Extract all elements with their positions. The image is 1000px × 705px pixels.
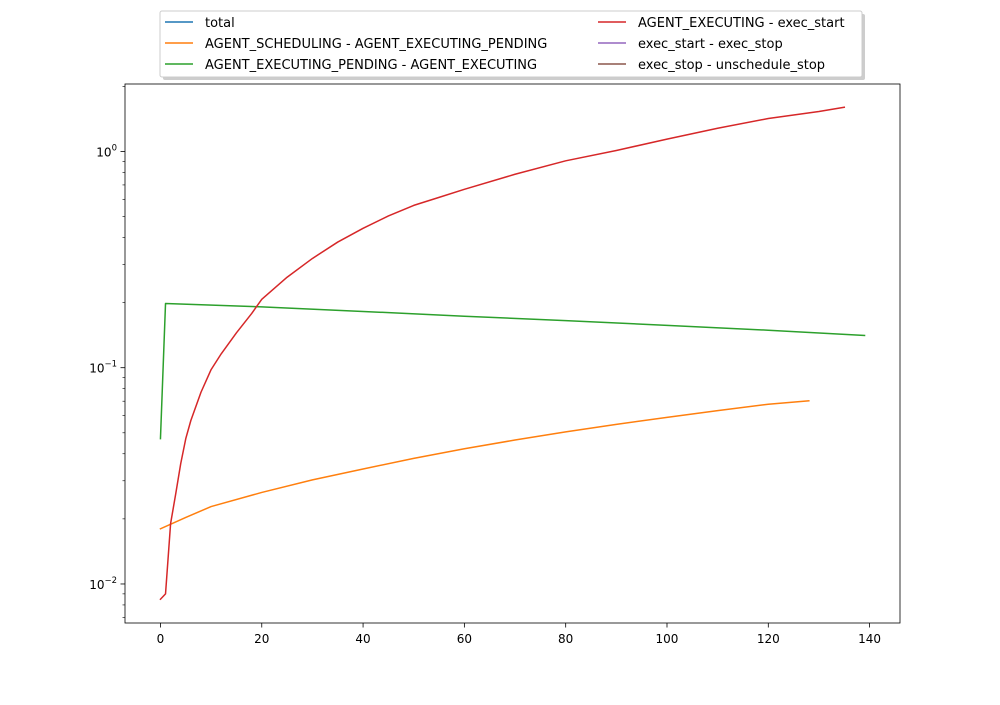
x-tick-label: 20: [254, 632, 269, 646]
legend-label-4: AGENT_EXECUTING - exec_start: [638, 16, 845, 31]
legend-label-2: AGENT_SCHEDULING - AGENT_EXECUTING_PENDI…: [205, 37, 547, 52]
plot-background: [125, 84, 900, 623]
legend-label-1: total: [205, 16, 235, 31]
series-line-4: [159, 106, 846, 601]
series-layer: [159, 106, 866, 601]
x-tick-label: 60: [457, 632, 472, 646]
legend-frame: [159, 10, 863, 78]
series-line-3: [159, 302, 866, 440]
y-tick-label: 10−1: [89, 360, 117, 376]
y-tick-label: 10−2: [89, 576, 117, 592]
axes-layer: 0 20 40 60 80 100 120 140 10−2 10−1 100: [89, 83, 901, 646]
legend-label-6: exec_stop - unschedule_stop: [638, 58, 825, 73]
x-tick-label: 40: [355, 632, 370, 646]
legend-label-3: AGENT_EXECUTING_PENDING - AGENT_EXECUTIN…: [205, 58, 537, 73]
x-tick-label: 0: [157, 632, 165, 646]
plot-area: [125, 84, 900, 623]
x-tick-label: 140: [858, 632, 881, 646]
series-line-2: [159, 399, 810, 530]
legend-label-5: exec_start - exec_stop: [638, 37, 783, 52]
series-group: [159, 106, 866, 601]
x-tick-label: 120: [757, 632, 780, 646]
legend: total AGENT_SCHEDULING - AGENT_EXECUTING_…: [159, 10, 865, 80]
y-tick-label: 100: [96, 143, 117, 159]
axes-frame: [124, 83, 901, 624]
x-tick-label: 80: [558, 632, 573, 646]
x-tick-label: 100: [656, 632, 679, 646]
